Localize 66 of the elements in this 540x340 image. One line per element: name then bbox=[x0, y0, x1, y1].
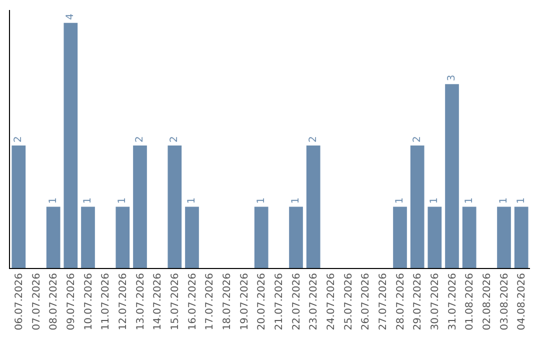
x-tick-label: 25.07.2026 bbox=[343, 273, 354, 330]
bar bbox=[81, 206, 95, 268]
x-tick-label: 22.07.2026 bbox=[291, 273, 302, 330]
x-tick-label: 30.07.2026 bbox=[430, 273, 441, 330]
x-tick-label: 01.08.2026 bbox=[464, 273, 476, 330]
data-label: 1 bbox=[516, 197, 527, 204]
x-tick-label: 27.07.2026 bbox=[378, 273, 389, 330]
x-tick-label: 12.07.2026 bbox=[118, 273, 129, 330]
data-label: 1 bbox=[464, 197, 475, 204]
data-label: 2 bbox=[13, 136, 24, 142]
x-tick-label: 31.07.2026 bbox=[447, 273, 458, 330]
bar bbox=[497, 206, 511, 268]
data-label: 1 bbox=[186, 197, 198, 204]
x-tick-label: 08.07.2026 bbox=[48, 273, 60, 330]
x-tick-label: 07.07.2026 bbox=[31, 273, 42, 330]
bar bbox=[514, 206, 528, 268]
bar bbox=[185, 206, 199, 268]
data-label: 1 bbox=[394, 197, 406, 204]
bar bbox=[116, 206, 130, 268]
x-tick-label: 03.08.2026 bbox=[499, 273, 510, 330]
data-label: 3 bbox=[446, 74, 458, 82]
x-tick-label: 20.07.2026 bbox=[256, 273, 268, 330]
data-label: 1 bbox=[498, 197, 510, 204]
bar bbox=[133, 145, 147, 268]
x-tick-label: 09.07.2026 bbox=[66, 273, 77, 330]
data-label: 1 bbox=[82, 197, 94, 204]
x-tick-label: 24.07.2026 bbox=[326, 273, 337, 330]
x-tick-label: 28.07.2026 bbox=[395, 273, 406, 330]
bar bbox=[393, 206, 407, 268]
x-tick-label: 13.07.2026 bbox=[135, 273, 146, 330]
x-tick-label: 17.07.2026 bbox=[204, 273, 216, 330]
x-tick-label: 19.07.2026 bbox=[239, 273, 250, 330]
x-tick-label: 23.07.2026 bbox=[308, 273, 320, 330]
x-tick-label: 11.07.2026 bbox=[100, 273, 112, 330]
data-label: 4 bbox=[65, 14, 76, 20]
data-label: 1 bbox=[117, 197, 128, 204]
bar bbox=[410, 145, 424, 268]
data-label: 2 bbox=[134, 136, 146, 142]
x-tick-label: 02.08.2026 bbox=[482, 273, 493, 330]
bar bbox=[289, 206, 303, 268]
data-label: 1 bbox=[429, 197, 440, 204]
bar bbox=[306, 145, 320, 268]
x-tick-label: 29.07.2026 bbox=[412, 273, 424, 330]
data-label: 1 bbox=[48, 197, 59, 204]
bar bbox=[254, 206, 268, 268]
bar bbox=[64, 22, 78, 268]
x-tick-label: 18.07.2026 bbox=[222, 273, 233, 330]
x-tick-label: 21.07.2026 bbox=[274, 273, 285, 330]
x-tick-label: 10.07.2026 bbox=[83, 273, 94, 330]
x-tick-label: 14.07.2026 bbox=[152, 273, 164, 330]
bar bbox=[168, 145, 182, 268]
bar bbox=[445, 84, 459, 268]
x-tick-label: 16.07.2026 bbox=[187, 273, 198, 330]
data-label: 2 bbox=[412, 136, 423, 142]
data-label: 2 bbox=[169, 136, 180, 142]
data-label: 1 bbox=[290, 197, 302, 204]
bar bbox=[428, 206, 442, 268]
x-tick-label: 04.08.2026 bbox=[516, 273, 528, 330]
data-label: 2 bbox=[308, 136, 319, 142]
bar bbox=[46, 206, 60, 268]
x-tick-label: 15.07.2026 bbox=[170, 273, 181, 330]
data-label: 1 bbox=[256, 197, 267, 204]
x-tick-label: 26.07.2026 bbox=[360, 273, 372, 330]
bar bbox=[12, 145, 26, 268]
bar bbox=[462, 206, 476, 268]
x-tick-label: 06.07.2026 bbox=[14, 273, 25, 330]
